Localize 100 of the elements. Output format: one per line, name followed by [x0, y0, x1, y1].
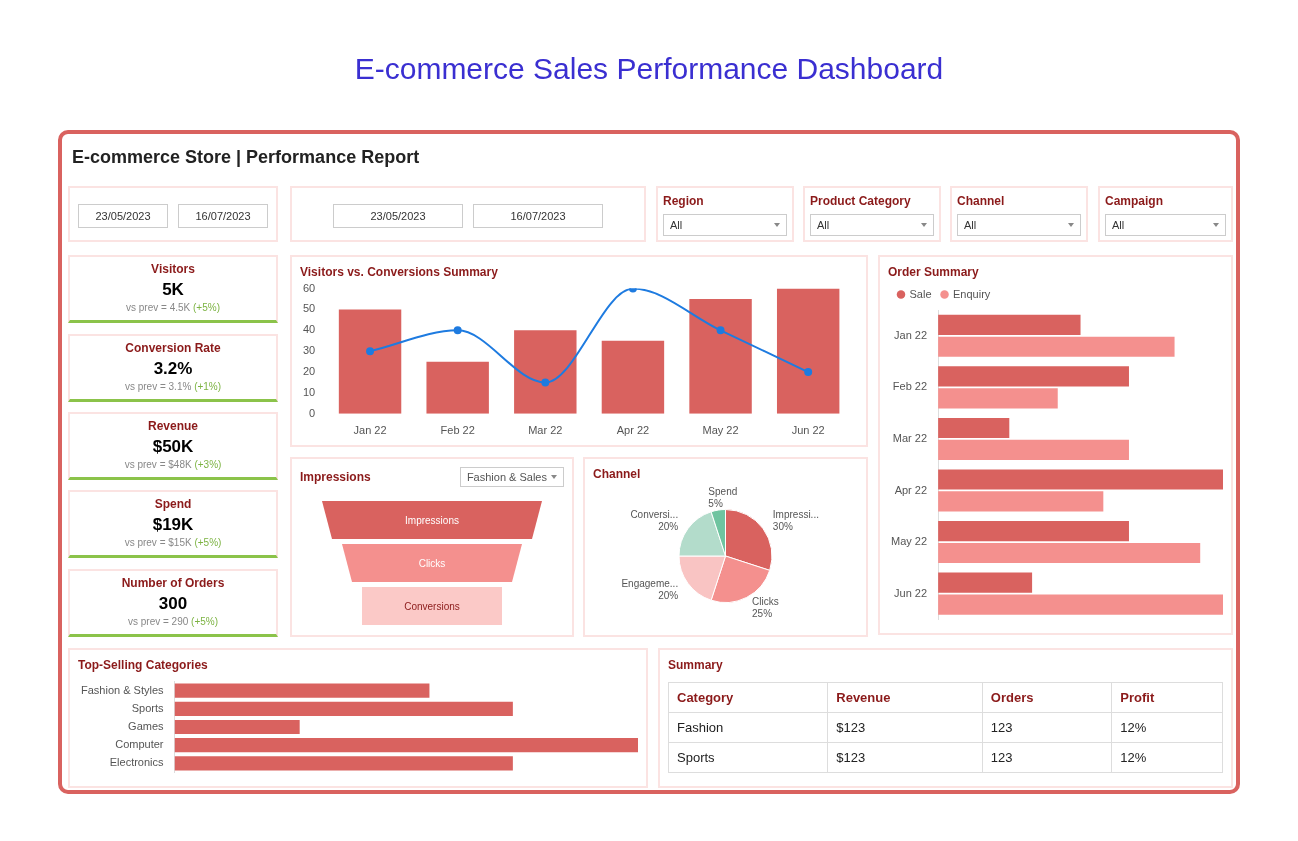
y-tick-label: Games — [128, 720, 165, 733]
text: (+5%) — [193, 302, 220, 313]
text: Channel — [957, 194, 1006, 208]
y-tick-label: Computer — [115, 738, 164, 751]
text: (+5%) — [191, 616, 219, 627]
bar — [938, 417, 1010, 439]
y-tick-label: Electronics — [109, 756, 165, 769]
bar — [938, 366, 1129, 387]
text: $123 — [836, 750, 866, 765]
y-tick-label: 50 — [302, 302, 316, 315]
bar — [938, 314, 1081, 335]
text: $123 — [836, 720, 866, 735]
slice-label: Conversi... — [630, 509, 679, 521]
bar — [338, 309, 402, 414]
y-tick-label: 20 — [302, 365, 316, 378]
text: Product Category — [810, 194, 912, 208]
y-tick-label: Apr 22 — [894, 483, 928, 496]
x-tick-label: Jun 22 — [791, 424, 825, 437]
category-label: Impressions — [322, 501, 542, 539]
text: vs prev = 290 — [127, 616, 189, 627]
category-label: Revenue — [827, 682, 983, 713]
text: All — [817, 219, 830, 231]
y-tick-label: Sports — [131, 701, 165, 714]
data-label: 30% — [772, 521, 793, 533]
slice-label: Engageme... — [621, 578, 679, 590]
text: 5K — [161, 280, 185, 300]
text: 3.2% — [152, 359, 194, 379]
bar — [938, 469, 1223, 490]
text: All — [1112, 219, 1125, 231]
x-tick-label: Apr 22 — [616, 424, 650, 437]
bar — [601, 340, 665, 414]
chart-title: Channel — [593, 467, 642, 481]
text: $19K — [151, 515, 195, 535]
text: vs prev = $15K — [124, 537, 192, 548]
bar — [938, 336, 1175, 357]
text: Region — [663, 194, 705, 208]
text: All — [670, 219, 683, 231]
bar — [174, 756, 513, 771]
text: (+3%) — [194, 459, 222, 470]
category-label: Clicks — [342, 544, 522, 582]
chart-title: Top-Selling Categories — [78, 658, 209, 672]
data-label: 20% — [658, 590, 679, 602]
text: Impressions — [300, 470, 371, 484]
slice-label: Impressi... — [772, 509, 819, 521]
text: E-commerce Sales Performance Dashboard — [353, 52, 945, 86]
text: Visitors — [150, 262, 196, 276]
point — [541, 378, 550, 387]
text: 123 — [990, 720, 1013, 735]
text: Sports — [677, 750, 715, 765]
bar — [689, 299, 752, 414]
bar — [938, 542, 1201, 564]
y-tick-label: May 22 — [890, 535, 928, 548]
y-tick-label: Fashion & Styles — [80, 683, 165, 696]
y-tick-label: 60 — [302, 281, 316, 294]
legend-label: Enquiry — [953, 287, 991, 300]
text: vs prev = 3.1% — [124, 381, 192, 392]
text: vs prev = $48K — [124, 459, 192, 470]
bar — [514, 330, 577, 414]
data-label: 25% — [752, 607, 773, 619]
text: Number of Orders — [120, 576, 226, 590]
text: 16/07/2023 — [178, 204, 268, 228]
bar — [938, 491, 1104, 512]
category-label: Category — [668, 682, 828, 713]
data-label: 20% — [658, 521, 679, 533]
data-label: 5% — [708, 497, 723, 509]
text: (+1%) — [194, 381, 222, 392]
text: Fashion & Sales — [466, 471, 547, 483]
text: Revenue — [147, 419, 199, 433]
bar — [938, 572, 1033, 593]
text: Summary — [668, 658, 724, 672]
y-tick-label: 0 — [309, 406, 316, 419]
text: Fashion — [677, 720, 724, 735]
x-tick-label: May 22 — [702, 424, 739, 437]
text: E-commerce Store | Performance Report — [72, 147, 420, 168]
chart-title: Visitors vs. Conversions Summary — [300, 265, 499, 279]
bar — [174, 719, 300, 735]
category-label: Conversions — [362, 587, 502, 625]
text: Conversion Rate — [124, 341, 222, 355]
text: (+5%) — [194, 537, 222, 548]
chart-title: Order Summary — [888, 265, 980, 279]
text: 23/05/2023 — [333, 204, 463, 228]
x-tick-label: Feb 22 — [440, 424, 475, 437]
y-tick-label: 10 — [302, 385, 316, 398]
bar — [174, 701, 513, 716]
text: vs prev = 4.5K — [126, 302, 191, 313]
text: All — [964, 219, 977, 231]
point — [366, 347, 375, 356]
y-tick-label: Feb 22 — [892, 380, 928, 393]
y-tick-label: Jun 22 — [894, 586, 928, 599]
text: $50K — [151, 437, 195, 457]
point — [716, 326, 725, 335]
text: 12% — [1120, 750, 1147, 765]
legend-label: Sale — [909, 287, 932, 300]
bar — [174, 683, 430, 698]
y-tick-label: 30 — [302, 344, 316, 357]
y-tick-label: 40 — [302, 323, 316, 336]
text: Spend — [153, 497, 193, 511]
bar — [776, 288, 840, 414]
bar — [938, 388, 1058, 409]
bar — [938, 594, 1223, 615]
